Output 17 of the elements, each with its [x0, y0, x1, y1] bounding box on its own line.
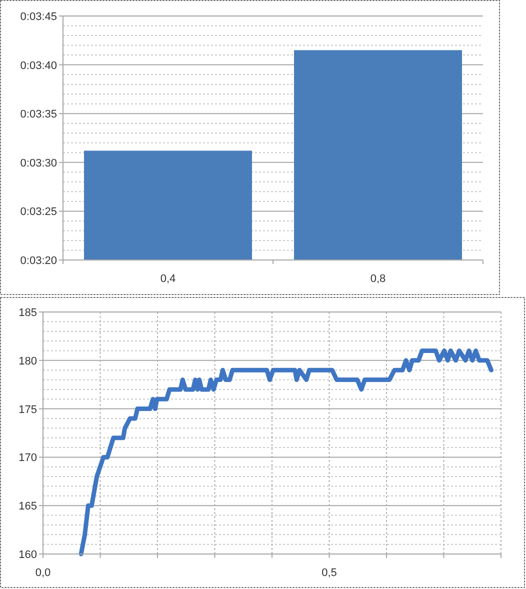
y-tick-label: 160 — [18, 549, 37, 561]
x-tick-label: 0,4 — [160, 273, 176, 285]
y-tick-label: 170 — [18, 452, 37, 464]
y-tick-label: 0:03:45 — [20, 11, 57, 23]
y-tick-label: 0:03:35 — [20, 108, 57, 121]
y-tick-label: 0:03:30 — [20, 157, 57, 170]
x-tick-label: 0,8 — [370, 273, 386, 285]
x-tick-label: 0,5 — [322, 567, 337, 579]
y-tick-label: 165 — [18, 500, 37, 513]
y-tick-label: 185 — [18, 307, 37, 319]
y-tick-label: 175 — [18, 404, 37, 416]
y-tick-label: 0:03:20 — [20, 255, 57, 267]
y-tick-label: 0:03:25 — [20, 206, 57, 218]
x-tick-label: 0,0 — [35, 567, 51, 579]
line-series — [78, 348, 494, 556]
y-tick-label: 0:03:40 — [20, 60, 57, 72]
y-tick-label: 180 — [18, 355, 37, 368]
